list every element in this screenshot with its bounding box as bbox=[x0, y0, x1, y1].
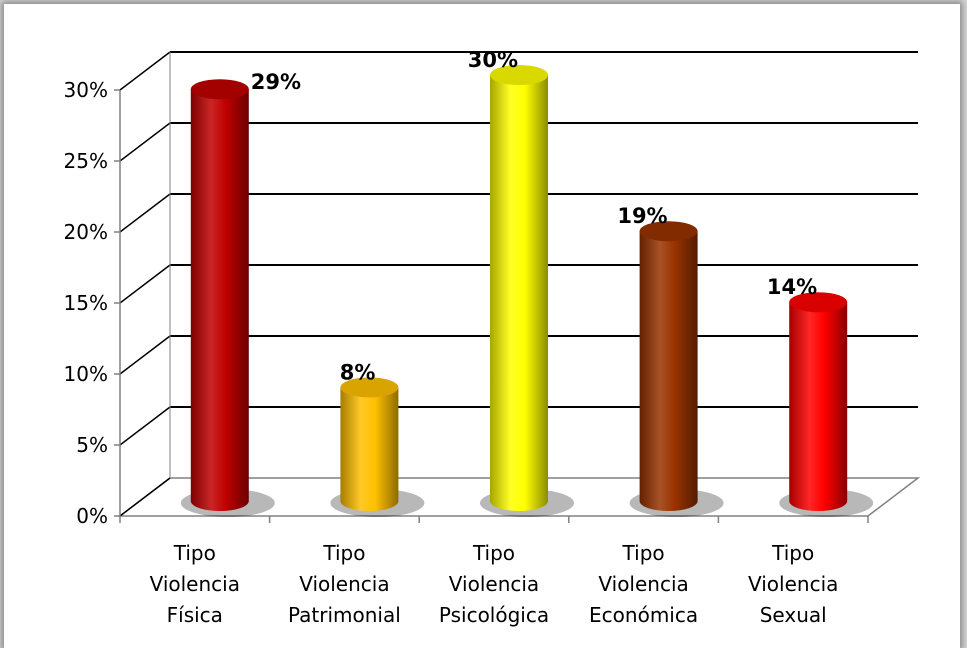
y-tick-label: 25% bbox=[64, 149, 108, 173]
bars bbox=[180, 65, 874, 517]
side-gridline bbox=[119, 51, 171, 91]
data-label: 29% bbox=[251, 70, 301, 94]
y-tick-label: 15% bbox=[64, 291, 108, 315]
side-gridline bbox=[119, 264, 171, 304]
side-gridline bbox=[119, 477, 171, 517]
x-category-label: Tipo Violencia Económica bbox=[589, 541, 698, 627]
bar-top bbox=[340, 377, 399, 398]
bar-cylinder bbox=[330, 377, 425, 517]
data-label: 8% bbox=[340, 360, 376, 384]
data-label: 30% bbox=[468, 48, 518, 72]
side-gridline bbox=[119, 122, 171, 162]
bar-body bbox=[490, 75, 548, 511]
bar-top bbox=[789, 292, 848, 313]
y-tick-label: 0% bbox=[76, 504, 108, 528]
data-label: 14% bbox=[767, 275, 817, 299]
side-gridline bbox=[119, 335, 171, 375]
bar-body bbox=[639, 231, 698, 511]
bar-body bbox=[190, 89, 249, 511]
data-label: 19% bbox=[617, 204, 667, 228]
y-tick-label: 10% bbox=[64, 362, 108, 386]
y-tick-label: 5% bbox=[76, 433, 108, 457]
axes: 0% 5% 10% 15% 20% 25% 30% Tipo Violencia Física Ti… bbox=[64, 52, 869, 627]
x-category-label: Tipo Violencia Patrimonial bbox=[288, 541, 401, 627]
x-category-label: Tipo Violencia Sexual bbox=[748, 541, 838, 627]
bar-chart: 0% 5% 10% 15% 20% 25% 30% Tipo Violencia Física Ti… bbox=[64, 48, 921, 627]
side-gridline bbox=[119, 193, 171, 233]
bar-cylinder bbox=[629, 221, 724, 517]
bar-top bbox=[639, 221, 698, 242]
data-labels: 29% 8% 30% 19% 14% bbox=[251, 48, 817, 384]
bar-body bbox=[340, 387, 399, 511]
bar-cylinder bbox=[480, 65, 574, 517]
bar-top bbox=[190, 79, 249, 100]
chart-frame: 0% 5% 10% 15% 20% 25% 30% Tipo Violencia Física Ti… bbox=[4, 4, 960, 648]
bar-cylinder bbox=[779, 292, 874, 517]
y-tick-label: 30% bbox=[64, 78, 108, 102]
y-tick-label: 20% bbox=[64, 220, 108, 244]
x-category-label: Tipo Violencia Psicológica bbox=[439, 541, 549, 627]
bar-cylinder bbox=[180, 79, 275, 517]
bar-top bbox=[490, 65, 548, 85]
bar-body bbox=[789, 302, 848, 511]
side-gridline bbox=[119, 406, 171, 446]
x-category-label: Tipo Violencia Física bbox=[150, 541, 240, 627]
